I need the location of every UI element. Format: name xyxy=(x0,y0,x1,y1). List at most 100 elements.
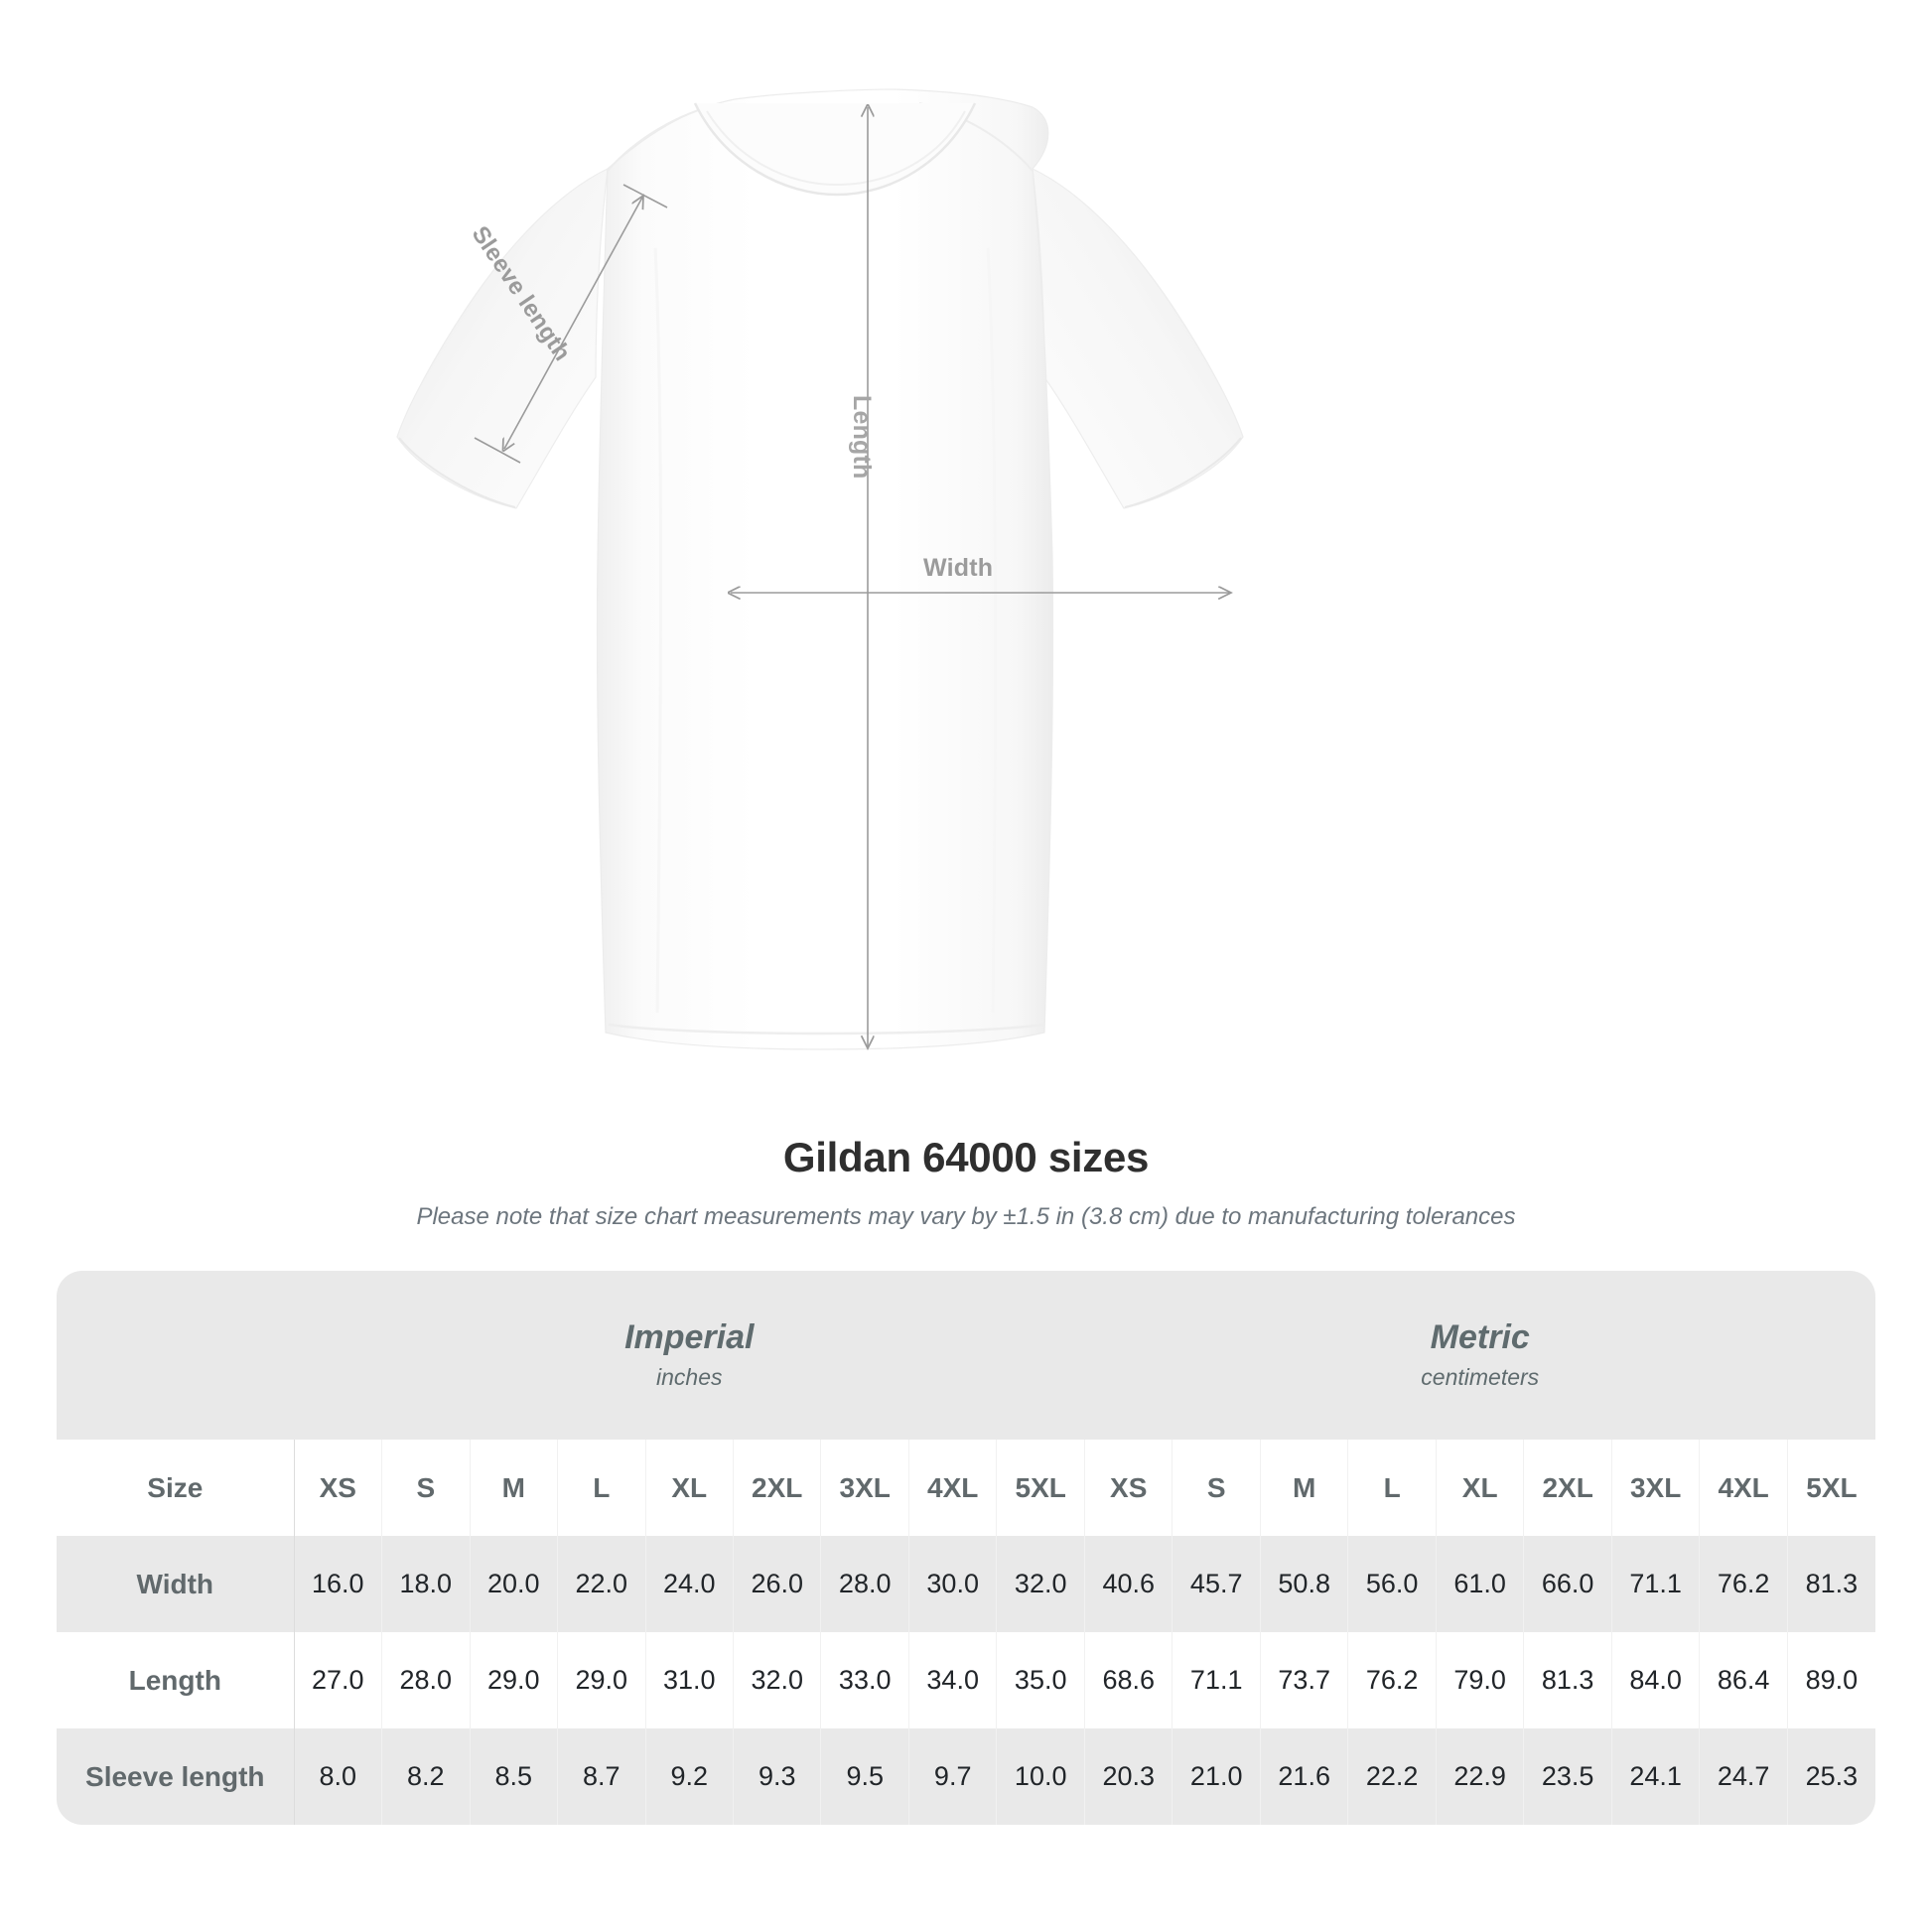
cell-sleeve-metric-5xl: 25.3 xyxy=(1786,1728,1875,1825)
sleeve-dimension-arrow xyxy=(504,196,643,449)
row-label-width: Width xyxy=(136,1568,214,1599)
cell-length-imperial-3xl: 33.0 xyxy=(820,1632,909,1728)
cell-sleeve-imperial-s: 8.2 xyxy=(381,1728,471,1825)
cell-width-imperial-l: 22.0 xyxy=(557,1536,645,1632)
cell-sleeve-metric-m: 21.6 xyxy=(1259,1728,1348,1825)
cell-sleeve-imperial-4xl: 9.7 xyxy=(907,1728,997,1825)
table-row-length: Length 27.0 28.0 29.0 29.0 31.0 32.0 33.… xyxy=(57,1632,1875,1728)
cell-length-imperial-s: 28.0 xyxy=(381,1632,471,1728)
size-header-imperial-s: S xyxy=(381,1440,471,1536)
page-title: Gildan 64000 sizes xyxy=(782,1134,1150,1180)
size-header-imperial-4xl: 4XL xyxy=(907,1440,997,1536)
cell-sleeve-metric-s: 21.0 xyxy=(1172,1728,1261,1825)
size-header-metric-xl: XL xyxy=(1435,1440,1524,1536)
cell-length-imperial-m: 29.0 xyxy=(469,1632,558,1728)
size-row-label: Size xyxy=(147,1471,204,1503)
size-header-imperial-3xl: 3XL xyxy=(820,1440,909,1536)
table-row-sleeve-length: Sleeve length 8.0 8.2 8.5 8.7 9.2 9.3 9.… xyxy=(57,1728,1875,1825)
cell-width-metric-l: 56.0 xyxy=(1347,1536,1437,1632)
cell-width-metric-s: 45.7 xyxy=(1172,1536,1261,1632)
cell-length-imperial-4xl: 34.0 xyxy=(907,1632,997,1728)
cell-sleeve-imperial-3xl: 9.5 xyxy=(820,1728,909,1825)
tolerance-note: Please note that size chart measurements… xyxy=(416,1203,1516,1230)
size-header-imperial-2xl: 2XL xyxy=(732,1440,821,1536)
cell-width-imperial-xs: 16.0 xyxy=(293,1536,382,1632)
size-header-metric-l: L xyxy=(1347,1440,1437,1536)
size-header-imperial-m: M xyxy=(469,1440,558,1536)
cell-length-imperial-5xl: 35.0 xyxy=(996,1632,1085,1728)
cell-sleeve-imperial-2xl: 9.3 xyxy=(732,1728,821,1825)
cell-length-imperial-2xl: 32.0 xyxy=(732,1632,821,1728)
width-label: Width xyxy=(923,554,994,582)
imperial-label: Imperial xyxy=(624,1317,755,1356)
cell-length-metric-s: 71.1 xyxy=(1172,1632,1261,1728)
size-header-metric-3xl: 3XL xyxy=(1610,1440,1700,1536)
cell-width-imperial-s: 18.0 xyxy=(381,1536,471,1632)
cell-width-metric-m: 50.8 xyxy=(1259,1536,1348,1632)
cell-length-metric-3xl: 84.0 xyxy=(1610,1632,1700,1728)
tshirt-illustration xyxy=(396,88,1244,1112)
cell-length-metric-xs: 68.6 xyxy=(1083,1632,1173,1728)
size-header-imperial-xl: XL xyxy=(644,1440,734,1536)
shirt-left-sleeve-hem xyxy=(398,437,516,508)
cell-width-metric-4xl: 76.2 xyxy=(1699,1536,1788,1632)
cell-width-imperial-2xl: 26.0 xyxy=(732,1536,821,1632)
sleeve-dimension-tick-top xyxy=(622,184,668,208)
shirt-fold xyxy=(653,247,662,1014)
unit-band-spacer xyxy=(57,1271,294,1440)
size-header-metric-2xl: 2XL xyxy=(1523,1440,1612,1536)
size-header-metric-s: S xyxy=(1172,1440,1261,1536)
table-row-width: Width 16.0 18.0 20.0 22.0 24.0 26.0 28.0… xyxy=(57,1536,1875,1632)
cell-sleeve-metric-xs: 20.3 xyxy=(1083,1728,1173,1825)
cell-sleeve-metric-l: 22.2 xyxy=(1347,1728,1437,1825)
cell-sleeve-imperial-5xl: 10.0 xyxy=(996,1728,1085,1825)
chart-title-block: Gildan 64000 sizes Please note that size… xyxy=(0,1134,1932,1231)
cell-width-imperial-xl: 24.0 xyxy=(644,1536,734,1632)
shirt-body xyxy=(596,88,1054,1050)
unit-group-imperial: Imperial inches xyxy=(294,1271,1084,1440)
shirt-hem xyxy=(608,1023,1044,1035)
shirt-right-sleeve-hem xyxy=(1124,437,1242,508)
cell-width-imperial-3xl: 28.0 xyxy=(820,1536,909,1632)
size-chart-table: Imperial inches Metric centimeters Size … xyxy=(57,1271,1875,1825)
imperial-unit: inches xyxy=(656,1364,723,1391)
shirt-right-sleeve xyxy=(1032,167,1244,509)
cell-length-imperial-xl: 31.0 xyxy=(644,1632,734,1728)
cell-length-metric-m: 73.7 xyxy=(1259,1632,1348,1728)
cell-length-metric-2xl: 81.3 xyxy=(1523,1632,1612,1728)
cell-sleeve-metric-4xl: 24.7 xyxy=(1699,1728,1788,1825)
cell-sleeve-imperial-m: 8.5 xyxy=(469,1728,558,1825)
cell-width-metric-xs: 40.6 xyxy=(1083,1536,1173,1632)
cell-length-metric-xl: 79.0 xyxy=(1435,1632,1524,1728)
size-header-imperial-5xl: 5XL xyxy=(996,1440,1085,1536)
size-header-metric-5xl: 5XL xyxy=(1786,1440,1875,1536)
shirt-fold xyxy=(986,247,998,1014)
cell-width-imperial-m: 20.0 xyxy=(469,1536,558,1632)
cell-width-imperial-4xl: 30.0 xyxy=(907,1536,997,1632)
size-chart-table-wrapper: Imperial inches Metric centimeters Size … xyxy=(57,1271,1875,1825)
row-label-length: Length xyxy=(128,1664,221,1696)
unit-system-row: Imperial inches Metric centimeters xyxy=(57,1271,1875,1440)
unit-group-metric: Metric centimeters xyxy=(1084,1271,1875,1440)
sleeve-dimension-tick-bottom xyxy=(474,437,521,464)
cell-width-metric-5xl: 81.3 xyxy=(1786,1536,1875,1632)
cell-width-metric-3xl: 71.1 xyxy=(1610,1536,1700,1632)
shirt-left-sleeve xyxy=(396,167,609,509)
cell-sleeve-imperial-l: 8.7 xyxy=(557,1728,645,1825)
metric-unit: centimeters xyxy=(1421,1364,1540,1391)
cell-length-metric-4xl: 86.4 xyxy=(1699,1632,1788,1728)
cell-length-imperial-l: 29.0 xyxy=(557,1632,645,1728)
size-header-imperial-l: L xyxy=(557,1440,645,1536)
size-header-metric-xs: XS xyxy=(1083,1440,1173,1536)
row-label-sleeve-length: Sleeve length xyxy=(85,1760,265,1792)
cell-width-metric-2xl: 66.0 xyxy=(1523,1536,1612,1632)
table-row-size-header: Size XS S M L XL 2XL 3XL 4XL 5XL XS S M … xyxy=(57,1440,1875,1536)
size-header-metric-m: M xyxy=(1259,1440,1348,1536)
metric-label: Metric xyxy=(1430,1317,1530,1356)
cell-length-imperial-xs: 27.0 xyxy=(293,1632,382,1728)
cell-width-metric-xl: 61.0 xyxy=(1435,1536,1524,1632)
cell-length-metric-l: 76.2 xyxy=(1347,1632,1437,1728)
size-header-imperial-xs: XS xyxy=(293,1440,382,1536)
shirt-collar-inner xyxy=(706,110,966,187)
cell-sleeve-imperial-xs: 8.0 xyxy=(293,1728,382,1825)
